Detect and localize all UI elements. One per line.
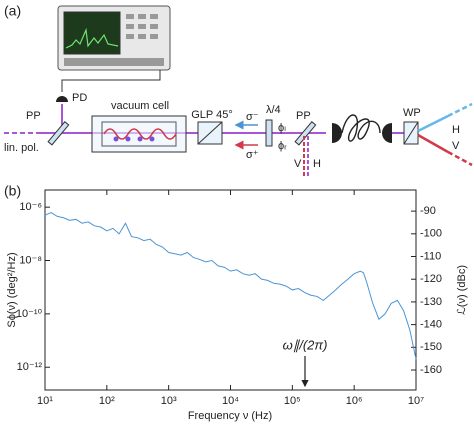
photodiode xyxy=(56,96,68,102)
sigma-plus-label: σ⁺ xyxy=(246,149,259,161)
beam-v-out-dashed xyxy=(447,150,473,167)
x-tick-label: 10⁷ xyxy=(408,395,424,407)
pp-right-label: PP xyxy=(296,110,311,122)
x-tick-label: 10¹ xyxy=(37,395,53,407)
vacuum-cell xyxy=(91,115,187,153)
y-axis-title: Sϕ(ν) (deg²/Hz) xyxy=(6,252,18,327)
wp-label: WP xyxy=(403,107,421,119)
plot-frame xyxy=(44,189,417,391)
atoms xyxy=(113,136,155,142)
v-out-label: V xyxy=(452,140,460,152)
x-tick-label: 10⁶ xyxy=(346,395,363,407)
pp-left xyxy=(47,121,70,146)
sigma-minus-label: σ⁻ xyxy=(246,111,259,123)
y2-axis-title: ℒ(ν) (dBc) xyxy=(456,265,468,315)
standing-wave xyxy=(103,128,177,140)
glp-label: GLP 45° xyxy=(191,109,233,121)
quarter-wave-label: λ/4 xyxy=(266,104,281,116)
y-tick-label: 10⁻⁶ xyxy=(19,201,42,213)
x-tick-label: 10⁴ xyxy=(222,395,239,407)
y2-tick-label: -100 xyxy=(420,228,442,240)
h-low-label: H xyxy=(313,158,321,170)
panel-label: (a) xyxy=(4,3,21,19)
y-tick-label: 10⁻¹² xyxy=(17,361,43,373)
pp-left-label: PP xyxy=(26,110,41,122)
beam-h-out xyxy=(417,114,449,133)
pd-label: PD xyxy=(72,92,87,104)
x-tick-label: 10⁵ xyxy=(284,395,301,407)
phi-bottom-label: ϕᵣ xyxy=(278,140,287,152)
y2-tick-label: -110 xyxy=(420,250,441,262)
annotation: ω∥/(2π) xyxy=(283,337,328,352)
h-out-label: H xyxy=(452,124,460,136)
glp-cube xyxy=(197,121,223,145)
fiber xyxy=(341,114,381,142)
y2-tick-label: -150 xyxy=(420,341,442,353)
lin-pol-label: lin. pol. xyxy=(4,142,39,154)
spectrum-analyzer xyxy=(57,5,171,92)
beam-v-out xyxy=(417,133,449,154)
y2-tick-label: -140 xyxy=(420,319,442,331)
wollaston-prism xyxy=(403,121,419,145)
x-tick-label: 10³ xyxy=(161,395,177,407)
y2-tick-label: -130 xyxy=(420,296,442,308)
phi-top-label: ϕₗ xyxy=(278,122,286,134)
y2-tick-label: -160 xyxy=(420,364,442,376)
pp-right xyxy=(294,121,317,146)
v-low-label: V xyxy=(294,158,302,170)
panel-label: (b) xyxy=(4,183,21,199)
x-tick-label: 10² xyxy=(99,395,115,407)
data-line xyxy=(44,211,417,360)
y-tick-label: 10⁻⁸ xyxy=(19,254,42,266)
fiber-coupler-out xyxy=(382,123,392,143)
quarter-wave-plate xyxy=(265,119,273,147)
vacuum-cell-label: vacuum cell xyxy=(111,100,169,112)
beam-h-out-dashed xyxy=(447,102,473,118)
x-axis-title: Frequency ν (Hz) xyxy=(188,410,272,422)
y-tick-label: 10⁻¹⁰ xyxy=(16,308,43,320)
y2-tick-label: -90 xyxy=(420,205,436,217)
y2-tick-label: -120 xyxy=(420,273,442,285)
fiber-coupler-in xyxy=(332,123,342,143)
